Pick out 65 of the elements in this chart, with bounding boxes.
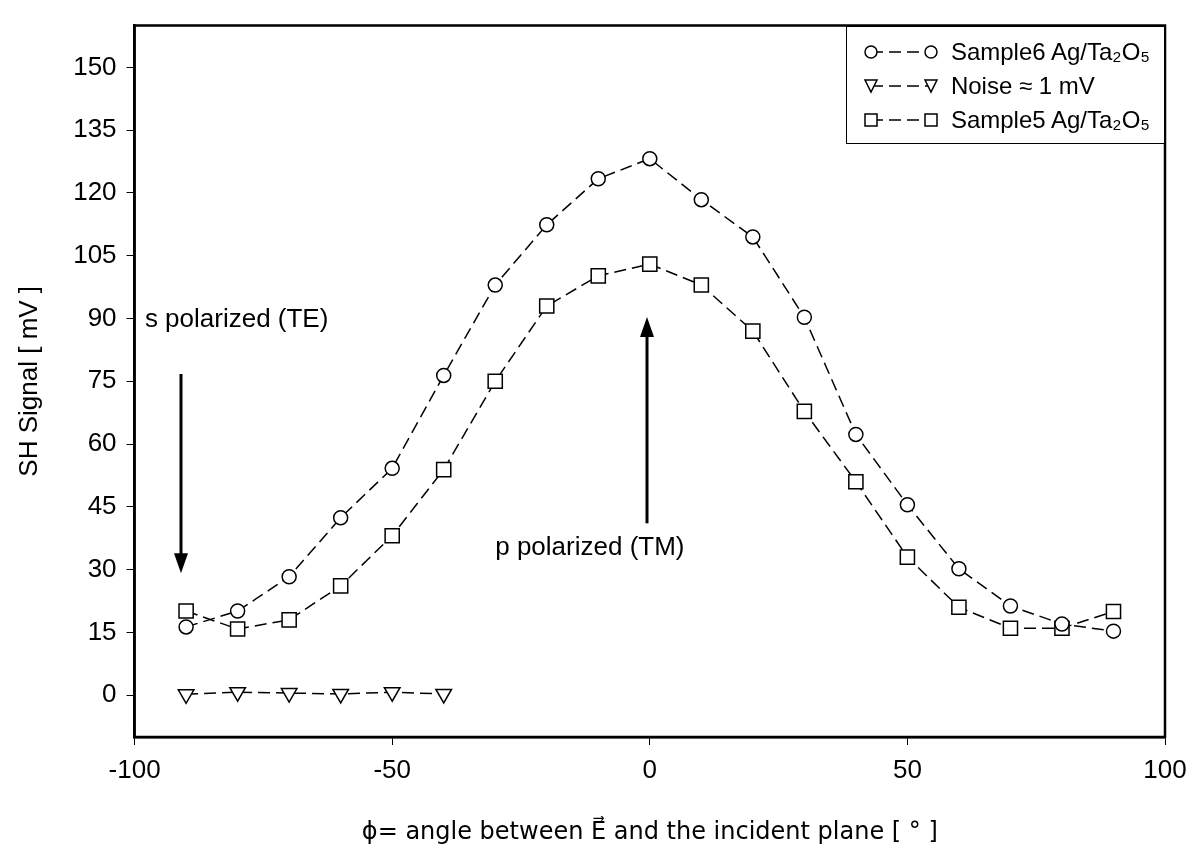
point	[693, 191, 710, 208]
point	[848, 426, 864, 443]
point	[539, 217, 555, 233]
y-tick-label: 15	[87, 615, 117, 646]
point	[384, 460, 400, 477]
y-tick-label: 135	[73, 113, 117, 144]
legend-label: Sample6 Ag/Ta₂O₅	[950, 37, 1150, 66]
point	[332, 509, 349, 526]
point	[1002, 598, 1019, 614]
point	[229, 621, 246, 637]
point	[332, 578, 349, 594]
point	[1105, 623, 1122, 639]
point	[1002, 620, 1019, 637]
y-tick-label: 60	[87, 427, 117, 458]
x-tick-label: -50	[373, 753, 411, 784]
y-tick-label: 30	[87, 552, 117, 583]
point	[487, 277, 503, 293]
annotation: p polarized (TM)	[495, 530, 685, 562]
point	[178, 619, 194, 635]
point	[796, 403, 813, 420]
y-tick-label: 75	[87, 364, 117, 395]
legend-label: Sample5 Ag/Ta₂O₅	[950, 105, 1150, 134]
x-tick-label: 50	[892, 753, 922, 784]
point	[435, 688, 453, 704]
y-tick-label: 150	[73, 50, 117, 81]
point	[951, 599, 967, 616]
point	[693, 277, 710, 293]
x-tick-label: -100	[108, 753, 161, 784]
point	[745, 323, 761, 339]
point	[641, 256, 658, 272]
y-axis-title: SH Signal [ mV ]	[12, 285, 43, 477]
point	[280, 687, 298, 703]
point	[745, 229, 761, 245]
point	[1054, 616, 1070, 632]
point	[435, 461, 452, 478]
point	[383, 686, 401, 702]
x-tick-label: 100	[1143, 753, 1187, 784]
point	[487, 373, 504, 390]
point	[848, 473, 864, 490]
y-tick-label: 0	[102, 678, 117, 709]
annotation: s polarized (TE)	[144, 303, 329, 335]
point	[229, 686, 247, 702]
point	[1105, 603, 1122, 620]
point	[642, 150, 658, 167]
point	[435, 367, 452, 384]
y-tick-label: 45	[87, 490, 117, 521]
point	[332, 688, 350, 704]
point	[281, 568, 297, 585]
point	[229, 603, 246, 619]
point	[178, 603, 194, 619]
point	[796, 309, 813, 326]
x-axis-title: ϕ= angle between E⃗ and the incident plane [ ° ]	[361, 815, 938, 845]
point	[590, 171, 607, 187]
point	[538, 298, 555, 314]
y-tick-label: 105	[73, 238, 117, 269]
legend-label: Noise ≈ 1 mV	[950, 71, 1095, 100]
y-tick-label: 120	[73, 176, 117, 207]
point	[899, 497, 916, 513]
x-tick-label: 0	[642, 753, 658, 784]
point	[281, 612, 297, 628]
point	[951, 561, 967, 577]
point	[590, 268, 607, 284]
y-tick-label: 90	[87, 301, 117, 332]
point	[384, 527, 401, 544]
point	[899, 549, 916, 565]
